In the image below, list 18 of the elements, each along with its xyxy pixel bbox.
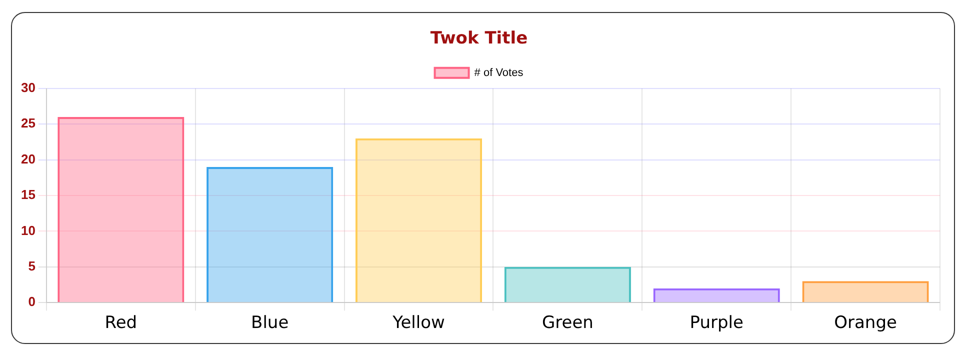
x-tick-label: Blue <box>251 313 289 334</box>
bar <box>802 281 929 302</box>
bar <box>653 288 780 302</box>
y-tick-label: 0 <box>28 294 36 310</box>
legend-label: # of Votes <box>474 66 524 79</box>
x-tick-label: Purple <box>690 313 744 334</box>
chart-title: Twok Title <box>430 28 528 49</box>
x-tick-label: Yellow <box>392 313 446 334</box>
y-tick-label: 15 <box>20 187 36 202</box>
bar <box>504 266 631 302</box>
x-tick-label: Red <box>104 313 138 334</box>
x-tick-label: Orange <box>834 313 897 334</box>
y-tick-label: 20 <box>20 151 36 166</box>
y-tick-label: 30 <box>20 80 36 95</box>
y-tick-label: 25 <box>20 116 36 131</box>
y-tick-label: 10 <box>20 222 36 238</box>
x-tick-label: Green <box>542 313 594 334</box>
y-tick-label: 5 <box>28 258 36 274</box>
